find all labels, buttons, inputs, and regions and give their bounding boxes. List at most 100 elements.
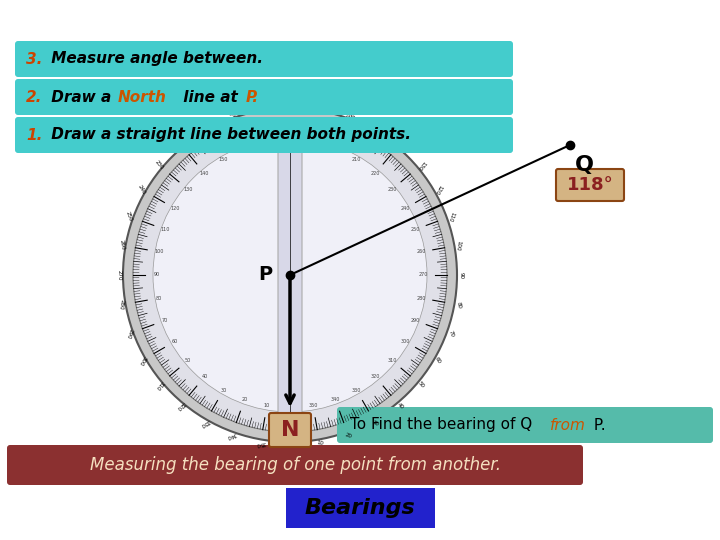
Text: 180: 180 (284, 102, 295, 106)
FancyBboxPatch shape (269, 413, 311, 447)
FancyBboxPatch shape (7, 445, 583, 485)
Text: 110: 110 (446, 211, 455, 222)
Text: Measure angle between.: Measure angle between. (46, 51, 263, 66)
Text: 150: 150 (219, 157, 228, 163)
Text: Q: Q (575, 155, 594, 175)
Text: 160: 160 (343, 110, 354, 118)
Text: 70: 70 (162, 318, 168, 323)
Text: To Find the bearing of Q: To Find the bearing of Q (350, 417, 537, 433)
Text: line at: line at (178, 90, 243, 105)
Text: North: North (118, 90, 167, 105)
Text: 260: 260 (118, 240, 125, 251)
Text: 130: 130 (184, 187, 193, 192)
Text: Measuring the bearing of one point from another.: Measuring the bearing of one point from … (89, 456, 500, 474)
Text: 180: 180 (285, 139, 294, 145)
Text: 290: 290 (125, 328, 133, 339)
Text: 190: 190 (308, 141, 318, 146)
Text: N: N (281, 420, 300, 440)
Text: 20: 20 (344, 432, 353, 439)
Text: 310: 310 (387, 358, 397, 363)
Text: 220: 220 (174, 139, 186, 149)
Text: 350: 350 (308, 403, 318, 408)
Text: 30: 30 (220, 388, 227, 393)
Text: 3.: 3. (26, 51, 42, 66)
Text: 280: 280 (416, 295, 426, 301)
Text: 250: 250 (125, 211, 133, 222)
Text: 340: 340 (330, 397, 340, 402)
Text: P.: P. (246, 90, 259, 105)
Text: Draw a straight line between both points.: Draw a straight line between both points… (46, 127, 411, 143)
Text: 50: 50 (417, 381, 425, 389)
FancyBboxPatch shape (15, 79, 513, 115)
Text: 100: 100 (455, 240, 462, 251)
Text: 140: 140 (200, 171, 210, 176)
Text: 210: 210 (352, 157, 361, 163)
Text: 170: 170 (314, 103, 325, 110)
Text: P: P (258, 266, 272, 285)
FancyBboxPatch shape (15, 41, 513, 77)
Text: 210: 210 (199, 122, 210, 132)
Text: 250: 250 (410, 227, 420, 232)
Text: 260: 260 (416, 249, 426, 254)
Text: 140: 140 (395, 139, 405, 149)
Text: from: from (550, 417, 586, 433)
Text: 280: 280 (118, 299, 125, 310)
Text: 240: 240 (137, 184, 147, 195)
Text: 70: 70 (447, 329, 454, 338)
Text: 120: 120 (433, 184, 443, 195)
Circle shape (153, 138, 427, 412)
Text: 200: 200 (330, 147, 340, 152)
Text: 40: 40 (395, 402, 404, 410)
Text: 10: 10 (316, 440, 323, 447)
Text: Bearings: Bearings (305, 498, 415, 518)
Text: 40: 40 (202, 374, 207, 380)
Circle shape (133, 118, 447, 432)
Text: 240: 240 (400, 206, 410, 211)
Text: 60: 60 (434, 356, 442, 365)
Text: 30: 30 (372, 419, 379, 427)
Text: 190: 190 (255, 103, 266, 110)
Text: 110: 110 (161, 227, 170, 232)
Text: 1.: 1. (26, 127, 42, 143)
Text: 90: 90 (154, 273, 160, 278)
FancyBboxPatch shape (15, 117, 513, 153)
Text: 230: 230 (153, 159, 164, 171)
Text: 290: 290 (410, 318, 420, 323)
FancyBboxPatch shape (278, 123, 302, 414)
Text: 320: 320 (371, 374, 380, 380)
FancyBboxPatch shape (286, 488, 434, 528)
Text: 60: 60 (171, 339, 178, 344)
Text: 270: 270 (418, 273, 428, 278)
Text: 330: 330 (352, 388, 361, 393)
Text: 10: 10 (264, 403, 270, 408)
Text: 350: 350 (255, 440, 266, 447)
Text: 220: 220 (371, 171, 380, 176)
Text: 300: 300 (400, 339, 410, 344)
Text: 2.: 2. (26, 90, 42, 105)
Text: 200: 200 (226, 110, 238, 118)
Text: 170: 170 (262, 141, 271, 146)
Text: 230: 230 (387, 187, 397, 192)
Text: P.: P. (589, 417, 606, 433)
FancyBboxPatch shape (337, 407, 713, 443)
Text: Draw a: Draw a (46, 90, 117, 105)
Text: 330: 330 (199, 418, 210, 428)
Text: 120: 120 (170, 206, 179, 211)
Text: 130: 130 (415, 159, 426, 171)
Text: 20: 20 (241, 397, 248, 402)
Text: 270: 270 (117, 270, 122, 280)
Text: 118°: 118° (567, 176, 613, 194)
Text: 90: 90 (459, 272, 464, 279)
FancyBboxPatch shape (556, 169, 624, 201)
Text: 160: 160 (240, 147, 249, 152)
Text: 310: 310 (153, 379, 164, 390)
Circle shape (123, 108, 457, 442)
Text: 80: 80 (156, 295, 162, 301)
Text: 320: 320 (174, 401, 186, 411)
Text: 100: 100 (154, 249, 163, 254)
Text: 300: 300 (137, 355, 147, 366)
Text: 150: 150 (369, 122, 382, 132)
Text: 80: 80 (455, 301, 462, 308)
Text: 340: 340 (226, 431, 238, 440)
Text: 50: 50 (185, 358, 192, 363)
